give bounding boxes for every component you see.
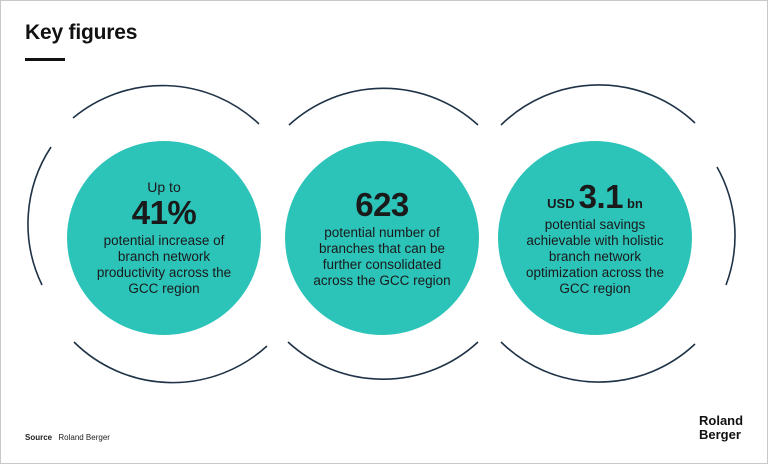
ring-1-left-arc	[27, 146, 52, 286]
ring-3-upper-arc	[500, 84, 696, 126]
title-underline	[25, 58, 65, 61]
ring-3-lower-arc	[500, 341, 696, 383]
figure-2-desc-line: across the GCC region	[313, 273, 451, 288]
figure-1-desc-line: GCC region	[128, 281, 200, 296]
figure-circle-savings: USD 3.1 bn potential savings achievable …	[498, 141, 692, 335]
ring-1-upper-arc	[72, 84, 260, 125]
figure-2-desc-line: further consolidated	[322, 257, 442, 272]
figure-2-value: 623	[355, 186, 409, 223]
ring-3-right-arc	[716, 166, 736, 286]
figure-3-value-group: USD 3.1 bn	[547, 179, 643, 215]
figure-3-description: potential savings achievable with holist…	[526, 217, 664, 297]
roland-berger-logo: Roland Berger	[699, 414, 743, 442]
figure-3-desc-line: branch network	[548, 249, 642, 264]
figure-2-desc-line: potential number of	[324, 225, 440, 240]
ring-2-lower-arc	[287, 341, 479, 380]
figure-1-desc-line: productivity across the	[96, 265, 232, 280]
source-text: Roland Berger	[58, 433, 110, 442]
figure-1-desc-line: potential increase of	[103, 233, 225, 248]
figure-circle-branches: 623 potential number of branches that ca…	[285, 141, 479, 335]
figure-3-unit: bn	[626, 196, 643, 211]
figure-3-currency: USD	[547, 196, 575, 211]
ring-1-lower-arc	[73, 341, 268, 384]
source-label: Source	[25, 433, 53, 442]
page-title: Key figures	[25, 21, 138, 44]
figure-3-desc-line: potential savings	[544, 217, 646, 232]
figure-2-description: potential number of branches that can be…	[313, 225, 450, 289]
figure-3-value: 3.1	[578, 178, 624, 215]
logo-line: Roland	[699, 413, 744, 428]
figure-1-desc-line: branch network	[117, 249, 211, 264]
figure-circle-productivity: Up to 41% potential increase of branch n…	[67, 141, 261, 335]
figure-1-value: 41%	[131, 194, 197, 231]
figure-3-desc-line: GCC region	[559, 281, 631, 296]
source-note: Source Roland Berger	[25, 433, 110, 442]
ring-2-upper-arc	[288, 87, 479, 126]
logo-line: Berger	[699, 427, 741, 442]
figure-2-desc-line: branches that can be	[318, 241, 446, 256]
figure-3-desc-line: achievable with holistic	[526, 233, 664, 248]
figure-3-desc-line: optimization across the	[525, 265, 665, 280]
figure-1-prefix: Up to	[147, 179, 181, 195]
figure-1-description: potential increase of branch network pro…	[97, 233, 231, 297]
